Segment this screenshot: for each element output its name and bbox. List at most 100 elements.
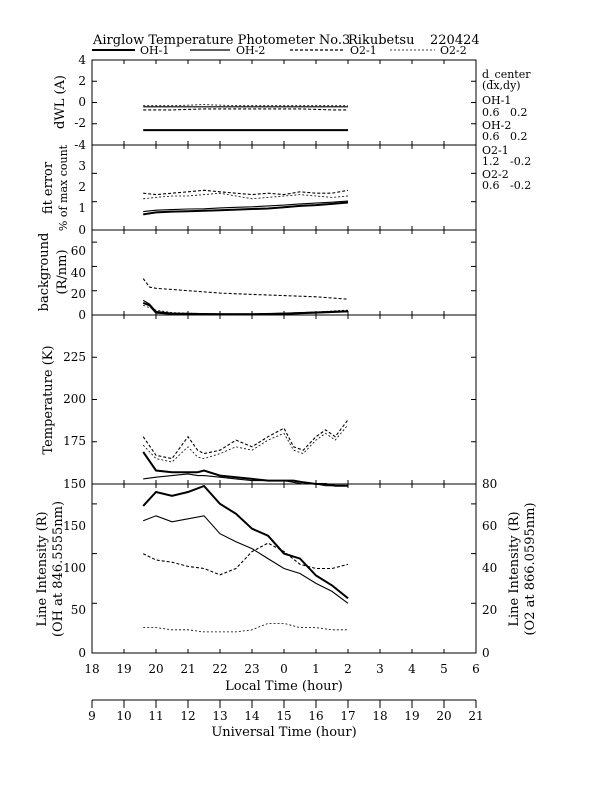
legend-label-oh1: OH-1	[140, 44, 169, 57]
lt-xtick-2: 2	[344, 662, 352, 676]
lt-xtick-18: 18	[84, 662, 99, 676]
series-1-oh2	[143, 200, 349, 213]
note-oh2-name: OH-2	[482, 119, 511, 132]
ut-xtick-21: 21	[468, 709, 483, 723]
site-name: Rikubetsu	[348, 33, 414, 48]
series-4-oh2	[142, 515, 349, 604]
int-y2tick-60: 60	[482, 519, 497, 533]
legend-label-o22: O2-2	[440, 44, 467, 57]
dwl-ytick-m4: -4	[74, 138, 86, 152]
fit-ylabel-1: fit error	[41, 161, 56, 214]
ut-xtick-11: 11	[148, 709, 163, 723]
series-1-o21	[143, 189, 349, 196]
series-1-oh1	[143, 201, 349, 216]
lt-xtick-22: 22	[212, 662, 227, 676]
series-3-o21	[142, 419, 349, 460]
series-4-o22	[143, 623, 348, 633]
legend: OH-1 OH-2 O2-1 O2-2	[92, 44, 467, 57]
int-y2label-1: Line Intensity (R)	[507, 511, 522, 626]
panel-bg-frame	[91, 229, 477, 316]
series-1-o22	[143, 192, 349, 200]
ut-xtick-18: 18	[372, 709, 387, 723]
note-header-1: d_center	[482, 68, 531, 81]
ut-xtick-15: 15	[276, 709, 291, 723]
lt-xtick-0: 0	[280, 662, 288, 676]
bg-ytick-60: 60	[71, 244, 86, 258]
int-y2tick-40: 40	[482, 561, 497, 575]
dwl-ytick-4: 4	[78, 53, 86, 67]
int-yticks: 150 100 50 0	[63, 519, 86, 660]
ut-xtick-17: 17	[340, 709, 355, 723]
int-y2tick-20: 20	[482, 603, 497, 617]
int-ytick-0: 0	[78, 646, 86, 660]
ut-xtick-10: 10	[116, 709, 131, 723]
note-o21-name: O2-1	[482, 144, 509, 157]
series-4-oh1	[142, 484, 349, 600]
panel-dwl-frame	[91, 59, 477, 146]
series-2-o22	[143, 304, 349, 315]
lt-xlabel: Local Time (hour)	[225, 679, 343, 694]
note-header-2: (dx,dy)	[482, 79, 521, 92]
lt-xtick-3: 3	[376, 662, 384, 676]
series-2-o21	[142, 278, 349, 300]
bg-ytick-0: 0	[78, 308, 86, 322]
int-ylabel-2: (OH at 846.5555nm)	[51, 501, 66, 637]
lt-xtick-6: 6	[472, 662, 480, 676]
ut-xtick-20: 20	[436, 709, 451, 723]
bg-ylabel-2: (R/nm)	[55, 249, 70, 294]
ut-xtick-14: 14	[244, 709, 260, 723]
date-label: 220424	[430, 33, 480, 48]
series-3-oh2	[143, 473, 348, 487]
ut-xtick-9: 9	[88, 709, 96, 723]
lt-xtick-21: 21	[180, 662, 195, 676]
fit-ytick-3: 3	[78, 159, 86, 173]
lt-xtick-20: 20	[148, 662, 163, 676]
legend-label-oh2: OH-2	[236, 44, 265, 57]
temp-ytick-175: 175	[63, 434, 86, 448]
int-ytick-50: 50	[71, 603, 86, 617]
temp-ytick-225: 225	[63, 350, 86, 364]
note-oh2-value: 0.6 0.2	[482, 130, 527, 143]
series-0-o21	[143, 108, 348, 111]
note-oh1-value: 0.6 0.2	[482, 106, 527, 119]
note-oh1-name: OH-1	[482, 94, 511, 107]
int-y2ticks: 80 60 40 20 0	[482, 477, 497, 660]
tick-marks	[91, 59, 477, 708]
note-o21-value: 1.2 -0.2	[482, 155, 531, 168]
fit-ytick-2: 2	[78, 180, 86, 194]
fit-ytick-0: 0	[78, 223, 86, 237]
lt-xtick-23: 23	[244, 662, 259, 676]
series-3-o22	[142, 424, 349, 463]
bg-yticks: 60 40 20 0	[71, 244, 86, 322]
note-o22-name: O2-2	[482, 168, 509, 181]
panel-temp-frame	[91, 314, 477, 485]
lt-xtick-19: 19	[116, 662, 131, 676]
legend-label-o21: O2-1	[350, 44, 377, 57]
ut-xtick-12: 12	[180, 709, 195, 723]
lt-xtick-1: 1	[312, 662, 320, 676]
panel-fit-frame	[91, 144, 477, 231]
series-lines	[142, 104, 349, 633]
lt-xtick-4: 4	[408, 662, 416, 676]
int-y2tick-80: 80	[482, 477, 497, 491]
series-0-o22	[143, 104, 348, 107]
dwl-ytick-m2: -2	[74, 116, 86, 130]
fit-ytick-1: 1	[78, 201, 86, 215]
series-3-oh1	[142, 451, 348, 487]
note-o22-value: 0.6 -0.2	[482, 179, 531, 192]
int-ytick-150: 150	[63, 519, 86, 533]
ut-xticks: 9 10 11 12 13 14 15 16 17 18 19 20 21	[88, 709, 483, 723]
bg-ytick-40: 40	[71, 266, 86, 280]
ut-xlabel: Universal Time (hour)	[211, 725, 356, 740]
int-y2label-2: (O2 at 866.0595nm)	[523, 502, 538, 635]
temp-ytick-150: 150	[63, 477, 86, 491]
ut-xtick-19: 19	[404, 709, 419, 723]
series-4-o21	[142, 542, 349, 576]
chart-title: Airglow Temperature Photometer No.3	[92, 33, 350, 48]
dwl-ytick-0: 0	[78, 95, 86, 109]
dwl-yticks: 4 2 0 -2 -4	[74, 53, 86, 152]
series-2-oh1	[142, 301, 349, 316]
dwl-ylabel: dWL (A)	[53, 75, 68, 129]
dwl-ytick-2: 2	[78, 74, 86, 88]
